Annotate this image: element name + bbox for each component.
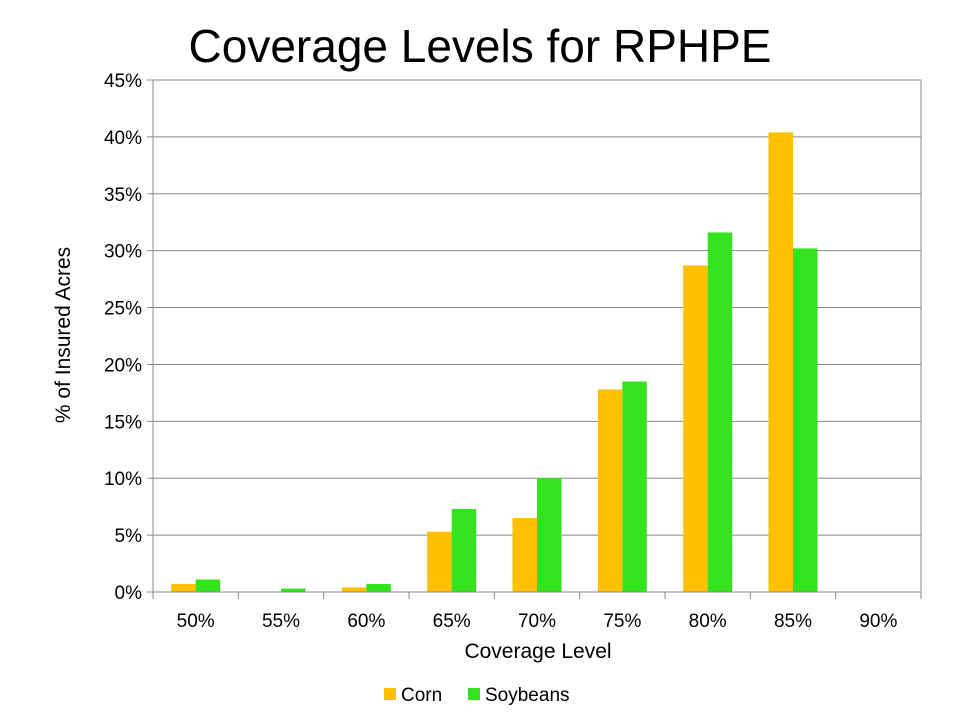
y-tick-label: 0%	[115, 583, 143, 604]
x-tick-label: 50%	[177, 611, 215, 632]
chart-title: Coverage Levels for RPHPE	[189, 20, 772, 72]
y-tick-label: 35%	[104, 185, 142, 206]
x-axis-ticks: 50% 55% 60% 65% 70% 75% 80% 85% 90%	[152, 592, 922, 632]
x-tick-label: 65%	[433, 611, 471, 632]
bar-corn-70pct	[512, 518, 537, 592]
legend-swatch-corn	[384, 688, 396, 700]
x-tick-label: 90%	[859, 611, 897, 632]
y-tick-label: 15%	[104, 412, 142, 433]
bar-corn-65pct	[427, 531, 452, 592]
x-tick-label: 80%	[689, 611, 727, 632]
bar-corn-50pct	[171, 584, 196, 592]
bar-corn-60pct	[341, 587, 367, 592]
bar-soybeans-80pct	[707, 232, 733, 592]
x-tick-label: 75%	[603, 611, 641, 632]
y-tick-label: 45%	[104, 71, 142, 92]
bar-soybeans-50pct	[195, 579, 221, 592]
y-axis-label: % of Insured Acres	[52, 247, 75, 423]
y-axis-ticks: 0% 5% 10% 15% 20% 25% 30% 35% 40% 45%	[104, 71, 153, 604]
y-tick-label: 10%	[104, 469, 142, 490]
x-tick-label: 70%	[518, 611, 556, 632]
bar-corn-80pct	[683, 265, 708, 592]
bar-corn-75pct	[597, 389, 623, 592]
x-axis-label: Coverage Level	[464, 640, 611, 663]
y-tick-label: 20%	[104, 355, 142, 376]
bar-soybeans-75pct	[622, 381, 647, 592]
y-tick-label: 30%	[104, 242, 142, 263]
y-tick-label: 25%	[104, 299, 142, 320]
bar-soybeans-65pct	[451, 508, 477, 592]
x-tick-label: 55%	[262, 611, 300, 632]
legend-swatch-soybeans	[468, 688, 480, 700]
bar-soybeans-70pct	[537, 478, 562, 592]
y-tick-label: 40%	[104, 128, 142, 149]
y-tick-label: 5%	[115, 526, 143, 547]
bar-soybeans-60pct	[366, 584, 391, 592]
bar-soybeans-55pct	[281, 588, 306, 592]
legend-label-corn: Corn	[401, 685, 442, 706]
legend: Corn Soybeans	[384, 685, 570, 706]
bars	[171, 132, 818, 593]
bar-corn-85pct	[768, 132, 793, 593]
x-tick-label: 60%	[347, 611, 385, 632]
bar-soybeans-85pct	[793, 248, 818, 592]
legend-label-soybeans: Soybeans	[485, 685, 570, 706]
plot-area-border	[152, 79, 922, 593]
x-tick-label: 85%	[774, 611, 812, 632]
